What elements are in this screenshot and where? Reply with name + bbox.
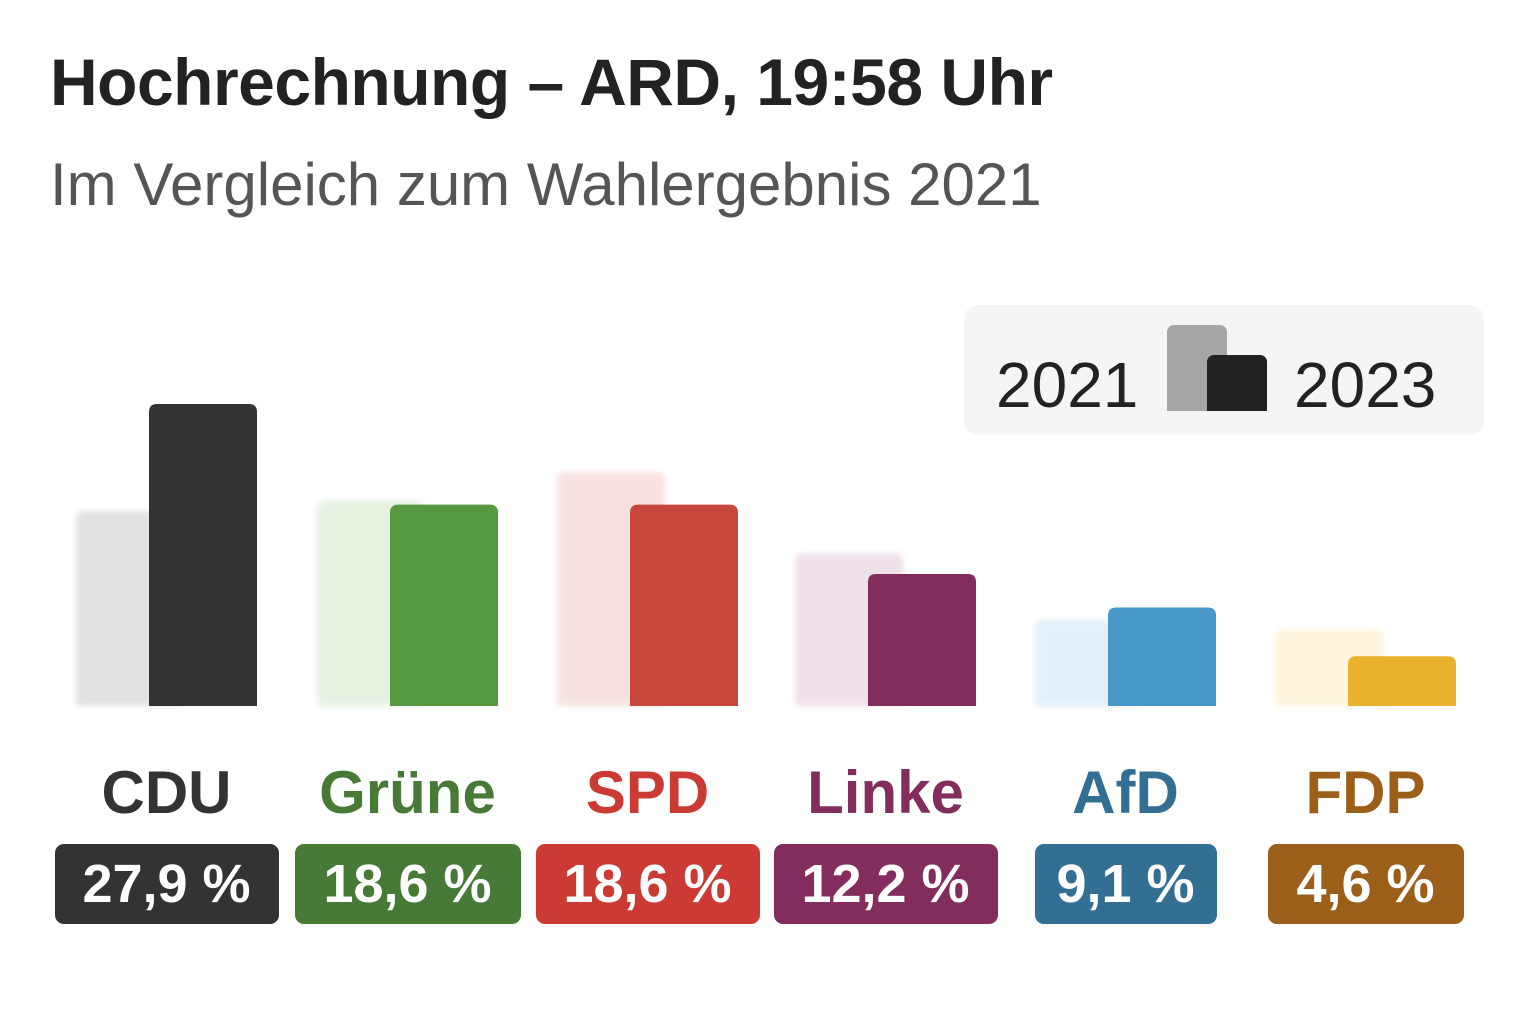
legend-swatch-2023 xyxy=(1207,355,1267,411)
bar-2023-cdu xyxy=(149,404,257,706)
chart-subtitle: Im Vergleich zum Wahlergebnis 2021 xyxy=(50,151,1042,218)
party-label-cdu: CDU xyxy=(101,759,232,826)
party-label-spd: SPD xyxy=(585,759,710,826)
bar-2023-spd xyxy=(630,504,738,706)
value-badge-fdp: 4,6 % xyxy=(1267,844,1464,924)
party-label-gruene: Grüne xyxy=(319,759,496,826)
value-badge-gruene: 18,6 % xyxy=(294,844,521,924)
legend-label-2023: 2023 xyxy=(1294,349,1437,421)
bar-2023-fdp xyxy=(1348,656,1456,706)
party-label-afd: AfD xyxy=(1072,759,1179,826)
value-badge-cdu: 27,9 % xyxy=(54,844,279,924)
bar-2023-linke xyxy=(868,573,976,706)
party-label-linke: Linke xyxy=(807,759,964,826)
bar-2023-gruene xyxy=(390,504,498,706)
party-label-fdp: FDP xyxy=(1305,759,1426,826)
value-badge-spd: 18,6 % xyxy=(535,844,760,924)
legend-label-2021: 2021 xyxy=(996,349,1139,421)
chart-title: Hochrechnung – ARD, 19:58 Uhr xyxy=(50,45,1053,119)
value-badge-linke: 12,2 % xyxy=(773,844,998,924)
value-badge-afd: 9,1 % xyxy=(1034,844,1217,924)
bar-2023-afd xyxy=(1108,607,1216,706)
